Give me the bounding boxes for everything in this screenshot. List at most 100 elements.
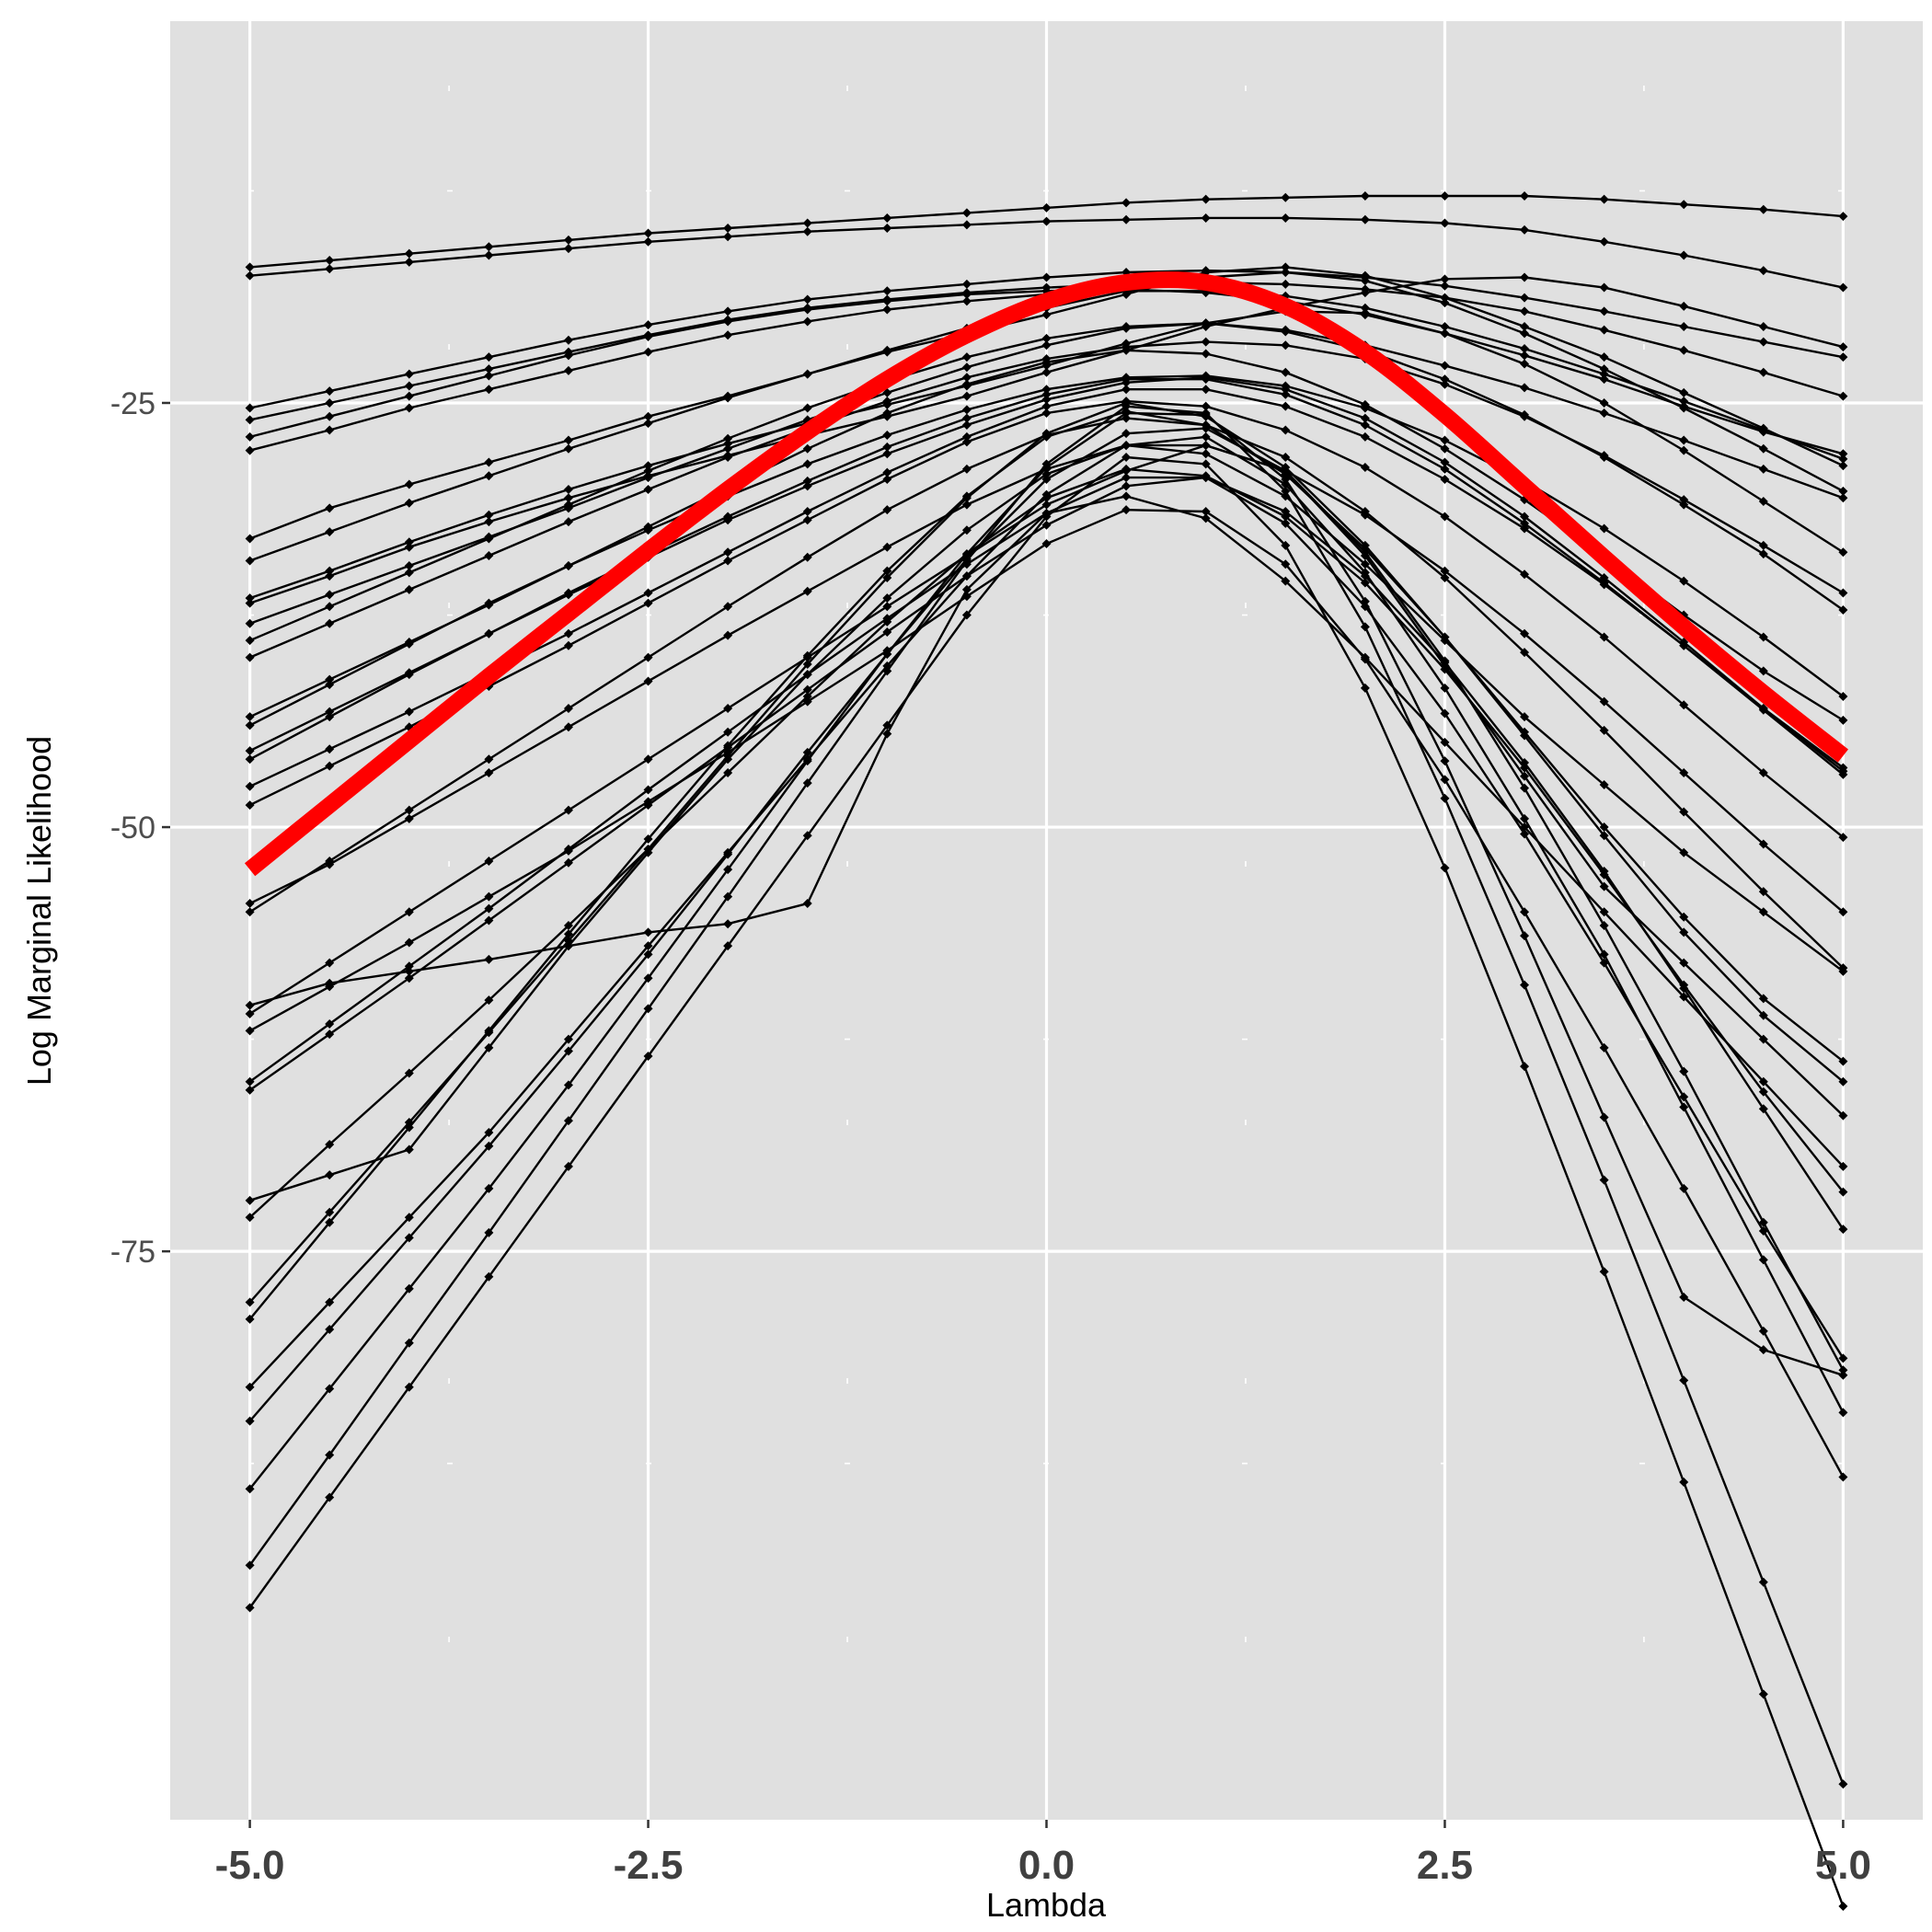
data-point bbox=[563, 335, 573, 345]
data-point bbox=[802, 552, 812, 562]
data-point bbox=[1838, 1110, 1848, 1121]
data-point bbox=[404, 1382, 414, 1392]
data-point bbox=[1838, 1225, 1848, 1235]
data-point bbox=[245, 1560, 255, 1570]
data-point bbox=[1679, 1066, 1689, 1076]
data-point bbox=[325, 1139, 335, 1149]
data-point bbox=[1599, 364, 1609, 374]
data-point bbox=[643, 1052, 653, 1062]
data-point bbox=[1360, 578, 1370, 588]
data-point bbox=[1679, 1375, 1689, 1386]
data-point bbox=[1440, 632, 1450, 642]
data-point bbox=[1679, 980, 1689, 990]
data-point bbox=[1440, 756, 1450, 766]
data-point bbox=[325, 256, 335, 266]
data-point bbox=[325, 1324, 335, 1334]
data-point bbox=[643, 320, 653, 330]
data-point bbox=[484, 903, 494, 914]
data-point bbox=[1679, 700, 1689, 710]
data-point bbox=[1121, 473, 1132, 483]
data-point bbox=[1360, 420, 1370, 430]
data-point bbox=[802, 481, 812, 491]
data-point bbox=[1201, 471, 1211, 481]
data-point bbox=[1758, 994, 1768, 1004]
data-point bbox=[961, 289, 972, 299]
data-point bbox=[643, 973, 653, 983]
data-point bbox=[484, 364, 494, 374]
data-point bbox=[1599, 408, 1609, 419]
data-point bbox=[1520, 411, 1530, 421]
data-point bbox=[1360, 276, 1370, 286]
data-point bbox=[1281, 518, 1291, 528]
data-point bbox=[643, 754, 653, 765]
data-point bbox=[325, 744, 335, 754]
data-point bbox=[882, 224, 892, 234]
data-point bbox=[1440, 374, 1450, 385]
data-point bbox=[404, 369, 414, 379]
data-point bbox=[1679, 768, 1689, 778]
data-point bbox=[1599, 632, 1609, 642]
data-point bbox=[245, 1213, 255, 1223]
data-point bbox=[1041, 357, 1052, 367]
data-point bbox=[1679, 345, 1689, 355]
data-point bbox=[1599, 306, 1609, 316]
data-point bbox=[1679, 1292, 1689, 1302]
data-point bbox=[1599, 397, 1609, 408]
data-point bbox=[802, 831, 812, 841]
data-point bbox=[484, 1128, 494, 1138]
data-point bbox=[1838, 1161, 1848, 1171]
data-point bbox=[1440, 293, 1450, 303]
data-point bbox=[882, 720, 892, 730]
data-point bbox=[1281, 452, 1291, 462]
data-point bbox=[1360, 654, 1370, 664]
data-point bbox=[802, 403, 812, 413]
data-point bbox=[723, 703, 733, 713]
data-point bbox=[1679, 445, 1689, 455]
data-point bbox=[325, 566, 335, 576]
data-point bbox=[245, 1603, 255, 1613]
data-point bbox=[245, 1195, 255, 1205]
data-point bbox=[882, 566, 892, 576]
data-point bbox=[723, 891, 733, 902]
data-point bbox=[1281, 425, 1291, 435]
data-point bbox=[484, 550, 494, 560]
data-point bbox=[882, 542, 892, 552]
data-point bbox=[1440, 274, 1450, 284]
data-point bbox=[1520, 980, 1530, 990]
data-point bbox=[325, 602, 335, 612]
data-point bbox=[1360, 413, 1370, 423]
data-point bbox=[723, 751, 733, 761]
data-point bbox=[563, 1046, 573, 1056]
data-point bbox=[1838, 1902, 1848, 1912]
data-point bbox=[1758, 666, 1768, 676]
data-point bbox=[245, 1026, 255, 1036]
data-point bbox=[1838, 391, 1848, 401]
data-point bbox=[1201, 408, 1211, 419]
data-point bbox=[484, 891, 494, 902]
data-point bbox=[1758, 1345, 1768, 1355]
data-point bbox=[1679, 250, 1689, 260]
data-point bbox=[1520, 383, 1530, 393]
data-point bbox=[404, 1283, 414, 1294]
data-point bbox=[961, 413, 972, 423]
data-point bbox=[325, 1450, 335, 1460]
data-point bbox=[404, 403, 414, 413]
data-point bbox=[563, 500, 573, 510]
data-point bbox=[1041, 385, 1052, 395]
data-point bbox=[484, 385, 494, 395]
data-point bbox=[1838, 1056, 1848, 1066]
data-point bbox=[643, 1004, 653, 1014]
data-point bbox=[723, 741, 733, 751]
data-point bbox=[802, 899, 812, 909]
data-point bbox=[643, 598, 653, 608]
data-point bbox=[1679, 1102, 1689, 1112]
data-point bbox=[484, 371, 494, 381]
data-point bbox=[563, 1034, 573, 1044]
data-point bbox=[1599, 374, 1609, 385]
data-point bbox=[1440, 298, 1450, 308]
data-point bbox=[643, 236, 653, 247]
data-point bbox=[1201, 441, 1211, 451]
data-point bbox=[802, 515, 812, 525]
data-point bbox=[1440, 512, 1450, 522]
data-point bbox=[245, 1085, 255, 1095]
